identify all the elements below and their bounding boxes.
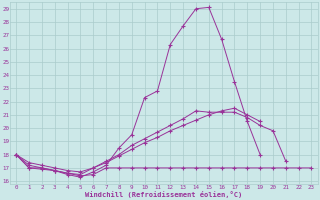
X-axis label: Windchill (Refroidissement éolien,°C): Windchill (Refroidissement éolien,°C) [85,191,243,198]
